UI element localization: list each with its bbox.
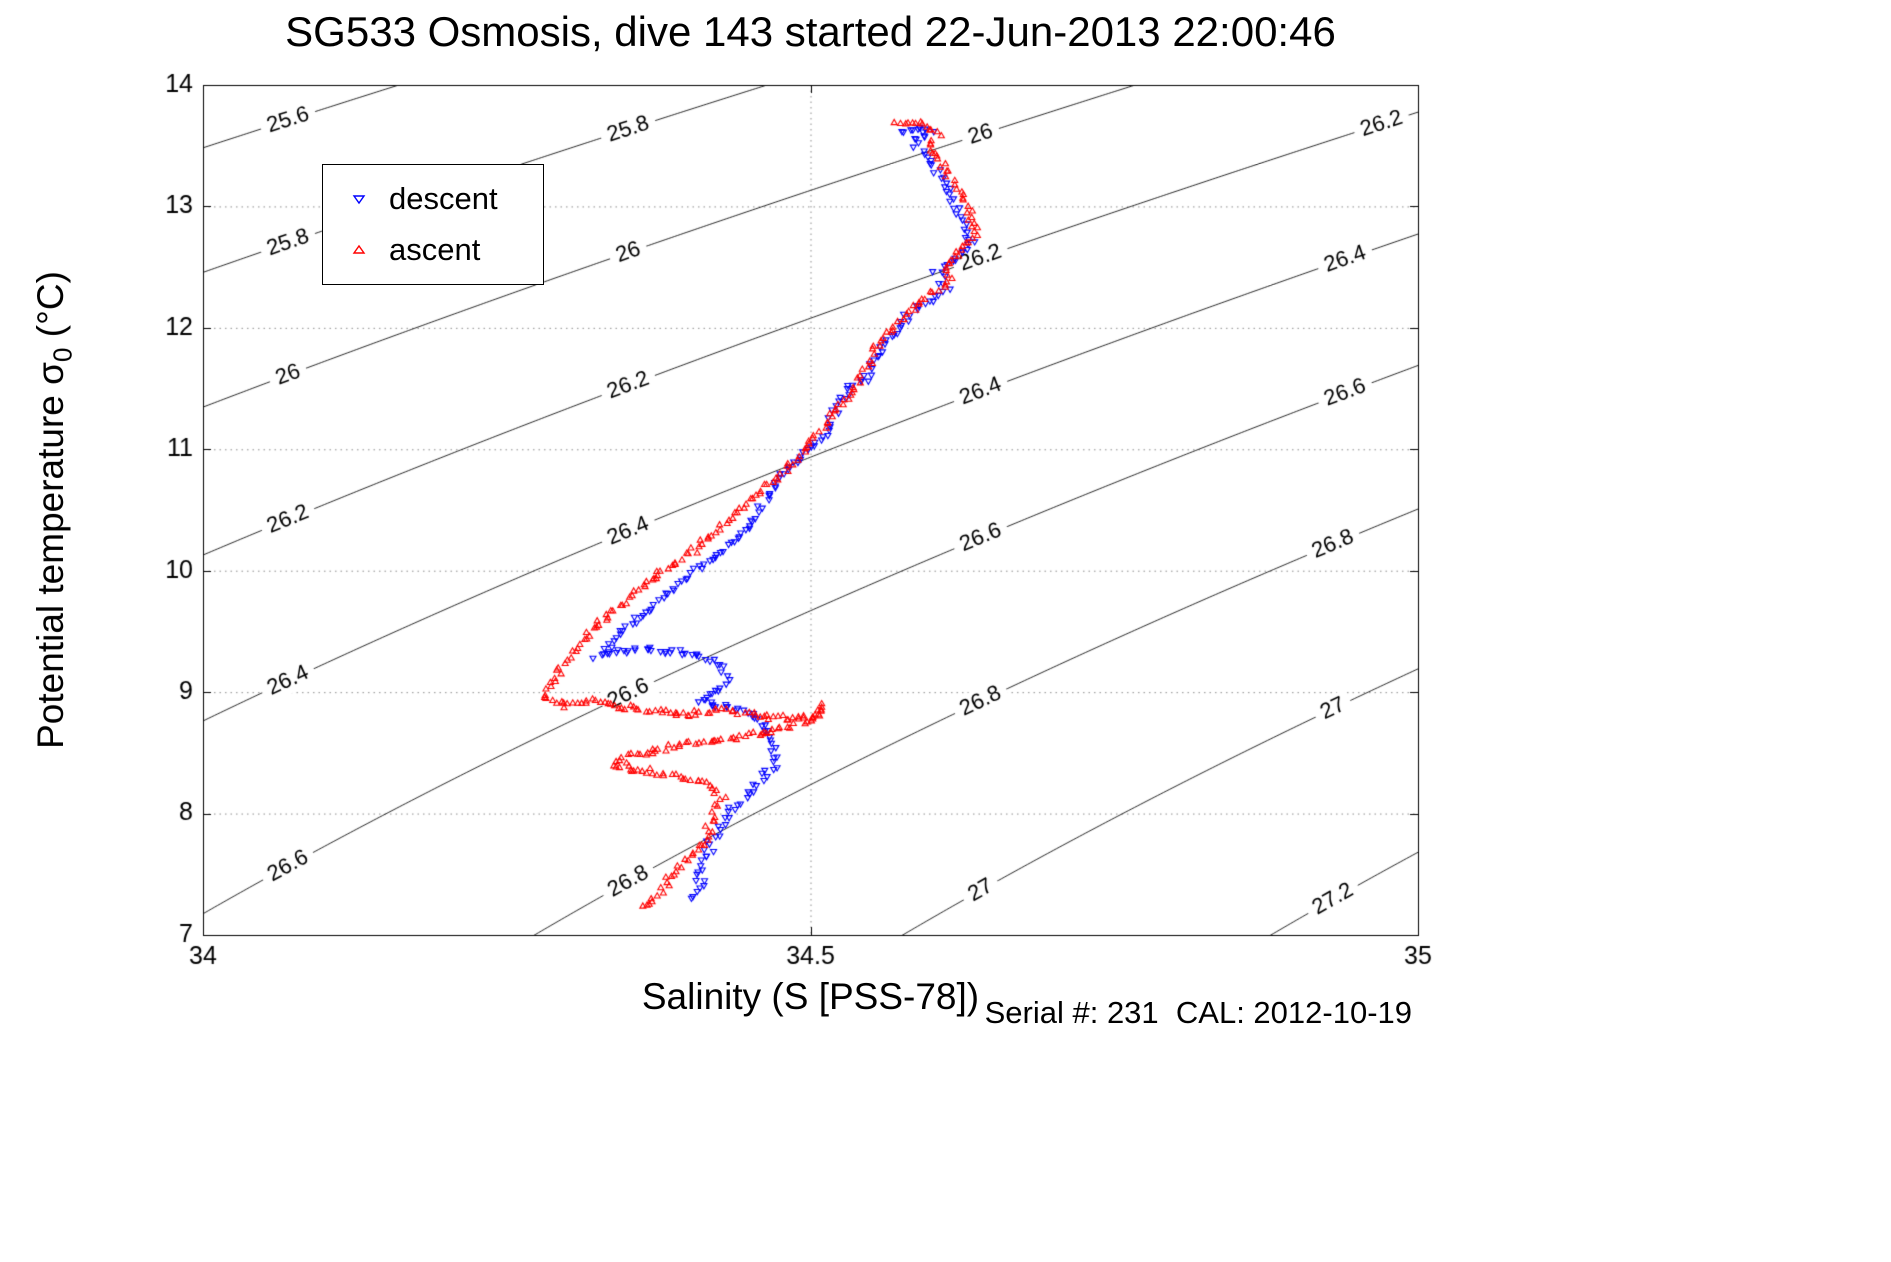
legend: descent ascent [322,164,544,285]
y-axis-label-text: Potential temperature σ [30,362,71,749]
chart-title: SG533 Osmosis, dive 143 started 22-Jun-2… [285,8,1336,55]
triangle-up-icon [351,244,367,256]
serial-note: Serial #: 231 CAL: 2012-10-19 [984,995,1412,1030]
y-axis-label-subscript: 0 [47,347,78,363]
legend-label-ascent: ascent [389,232,481,268]
triangle-down-icon [351,193,367,205]
legend-label-descent: descent [389,180,498,216]
legend-row-descent: descent [351,181,543,217]
x-axis-label: Salinity (S [PSS-78]) [641,976,980,1017]
y-axis-label: Potential temperature σ0 (°C) [30,271,78,749]
legend-row-ascent: ascent [351,232,543,268]
y-axis-label-units: (°C) [30,271,71,348]
